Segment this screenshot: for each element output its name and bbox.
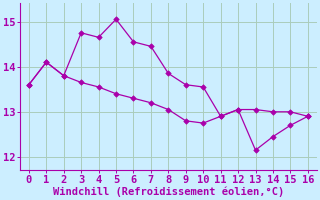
X-axis label: Windchill (Refroidissement éolien,°C): Windchill (Refroidissement éolien,°C) — [53, 186, 284, 197]
